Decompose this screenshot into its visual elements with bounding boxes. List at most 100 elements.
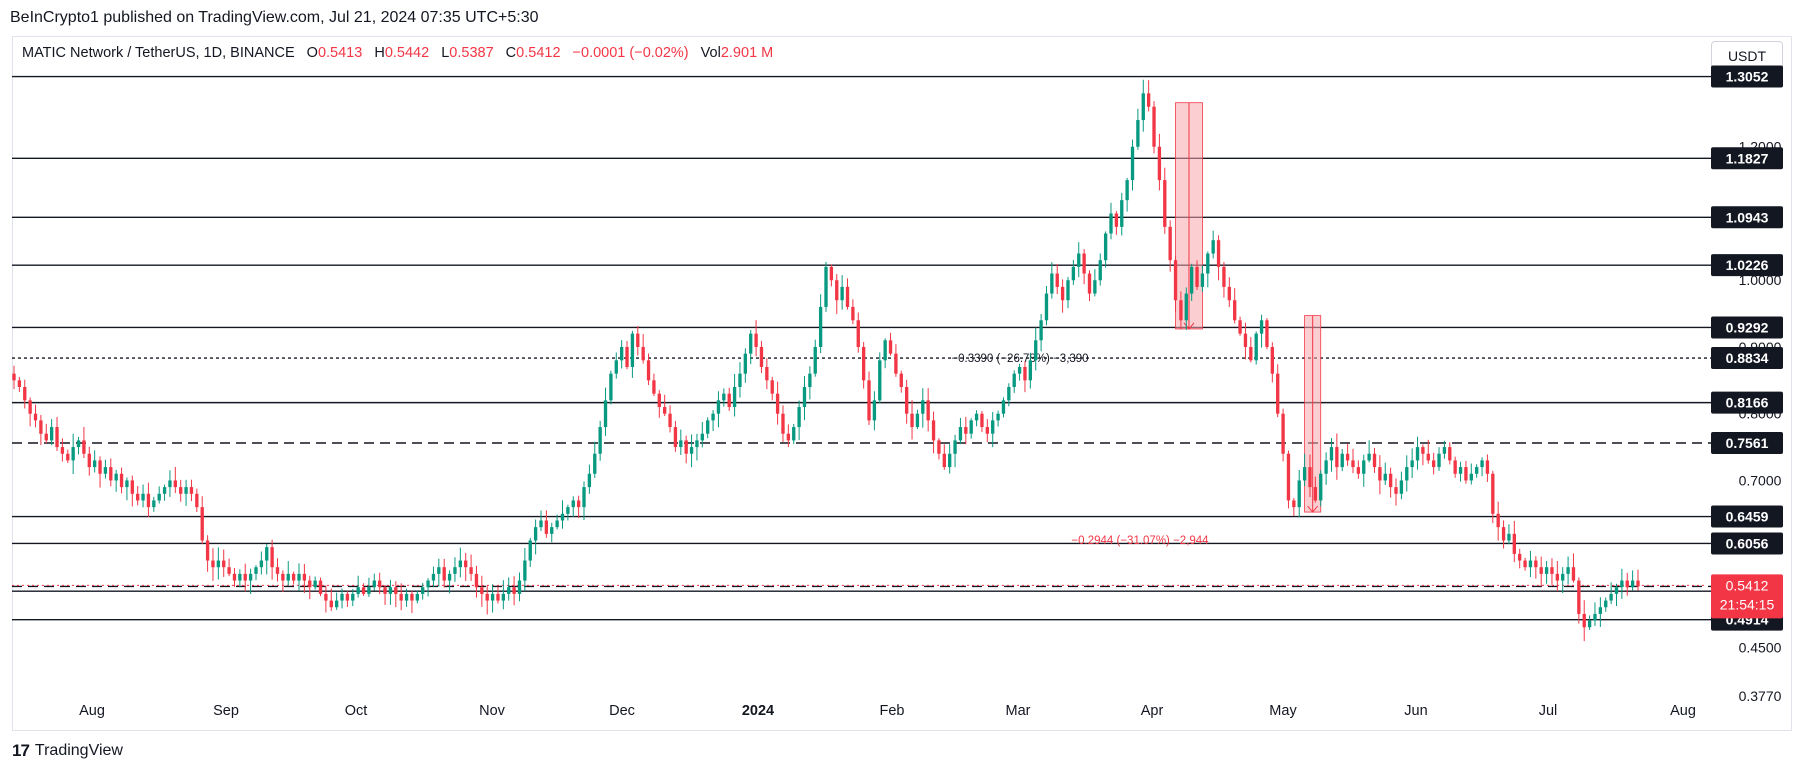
level-label-bg (1711, 431, 1783, 454)
candle-body (1087, 273, 1092, 294)
close-value: 0.5412 (516, 45, 561, 61)
candle-body (1270, 346, 1274, 374)
candle-body (259, 560, 264, 568)
candle-body (1598, 607, 1603, 614)
candle-body (1319, 473, 1323, 501)
candle-body (44, 433, 48, 441)
candle-body (1179, 300, 1183, 321)
candle-body (1475, 467, 1479, 474)
candle-body (630, 333, 635, 367)
candle-body (716, 400, 721, 414)
candle-body (66, 453, 70, 461)
candle-body (146, 493, 151, 508)
candle-body (1340, 453, 1344, 468)
candle-body (216, 560, 221, 568)
candle-body (437, 567, 441, 574)
candle-body (1458, 467, 1463, 474)
time-tick-label: Feb (880, 703, 905, 719)
time-tick-label: Dec (609, 703, 635, 719)
candle-body (1604, 600, 1608, 608)
candle-body (60, 447, 65, 454)
candle-body (1308, 467, 1312, 488)
candle-body (991, 420, 995, 434)
candle-body (1399, 480, 1404, 494)
candle-body (426, 580, 430, 588)
candle-body (404, 593, 409, 601)
candle-body (566, 507, 570, 514)
candle-body (652, 380, 656, 394)
candle-body (878, 360, 882, 401)
candle-body (1141, 93, 1145, 121)
candle-body (431, 573, 436, 581)
candle-body (184, 487, 188, 494)
measurement-arrowhead (1307, 505, 1319, 513)
candle-body (1184, 293, 1188, 321)
candle-body (265, 547, 269, 561)
level-label: 1.0226 (1726, 257, 1769, 273)
candle-body (1442, 447, 1447, 454)
candle-body (297, 573, 301, 581)
candle-body (318, 580, 323, 594)
candle-body (1125, 180, 1129, 201)
time-axis-ticks: Aug Sep Oct Nov Dec 2024 Feb Mar Apr May Jun Jul Aug (79, 703, 1696, 719)
candle-body (1507, 533, 1511, 541)
candle-body (1254, 333, 1258, 361)
tradingview-logo-icon: 17 (12, 741, 30, 760)
price-tick-label: 1.0000 (1739, 272, 1782, 288)
candle-body (861, 346, 866, 381)
tradingview-brand[interactable]: 17 TradingView (12, 741, 123, 761)
candle-body (490, 593, 495, 601)
candle-body (840, 286, 844, 301)
candle-body (1426, 453, 1430, 461)
candle-body (200, 507, 204, 541)
candle-body (205, 540, 210, 561)
candle-body (1480, 460, 1484, 468)
candle-body (211, 560, 215, 568)
candle-body (888, 340, 893, 354)
candle-body (969, 420, 973, 434)
candle-body (119, 473, 124, 488)
candle-body (824, 266, 828, 307)
candle-body (695, 440, 699, 448)
candle-body (1410, 460, 1414, 468)
candle-body (1372, 453, 1377, 468)
candle-body (270, 547, 274, 568)
candle-body (765, 366, 769, 381)
candle-body (974, 413, 979, 421)
candle-body (324, 593, 328, 601)
candle-body (1276, 373, 1280, 414)
candle-body (507, 587, 511, 594)
candle-body (76, 440, 81, 448)
candle-body (851, 306, 855, 321)
candle-body (82, 440, 86, 454)
level-label-bg (1711, 316, 1783, 339)
candle-body (872, 400, 877, 421)
level-label: 0.7561 (1726, 435, 1769, 451)
candle-body (23, 387, 27, 401)
candle-body (125, 480, 129, 488)
candle-body (1313, 487, 1318, 501)
symbol-label[interactable]: MATIC Network / TetherUS, 1D, BINANCE (22, 45, 295, 61)
candle-body (157, 493, 161, 501)
candle-body (1388, 473, 1393, 488)
candle-body (829, 266, 834, 281)
candle-body (1534, 560, 1538, 568)
measurement-label: −0.3390 (−26.78%) −3,390 (951, 353, 1088, 365)
candle-body (1496, 513, 1500, 528)
candle-body (173, 480, 177, 488)
candle-body (152, 500, 156, 508)
candle-body (275, 567, 280, 574)
candle-body (1297, 480, 1301, 508)
candle-body (512, 587, 516, 594)
candle-body (1044, 293, 1049, 321)
chart-frame[interactable] (12, 36, 1792, 731)
level-label: 0.6056 (1726, 535, 1769, 551)
candle-body (1292, 500, 1296, 508)
level-label-bg (1711, 206, 1783, 229)
candle-body (1329, 447, 1334, 461)
candle-body (313, 580, 317, 588)
candle-body (985, 427, 989, 434)
countdown-label: 21:54:15 (1720, 596, 1775, 612)
candle-body (1453, 460, 1457, 474)
